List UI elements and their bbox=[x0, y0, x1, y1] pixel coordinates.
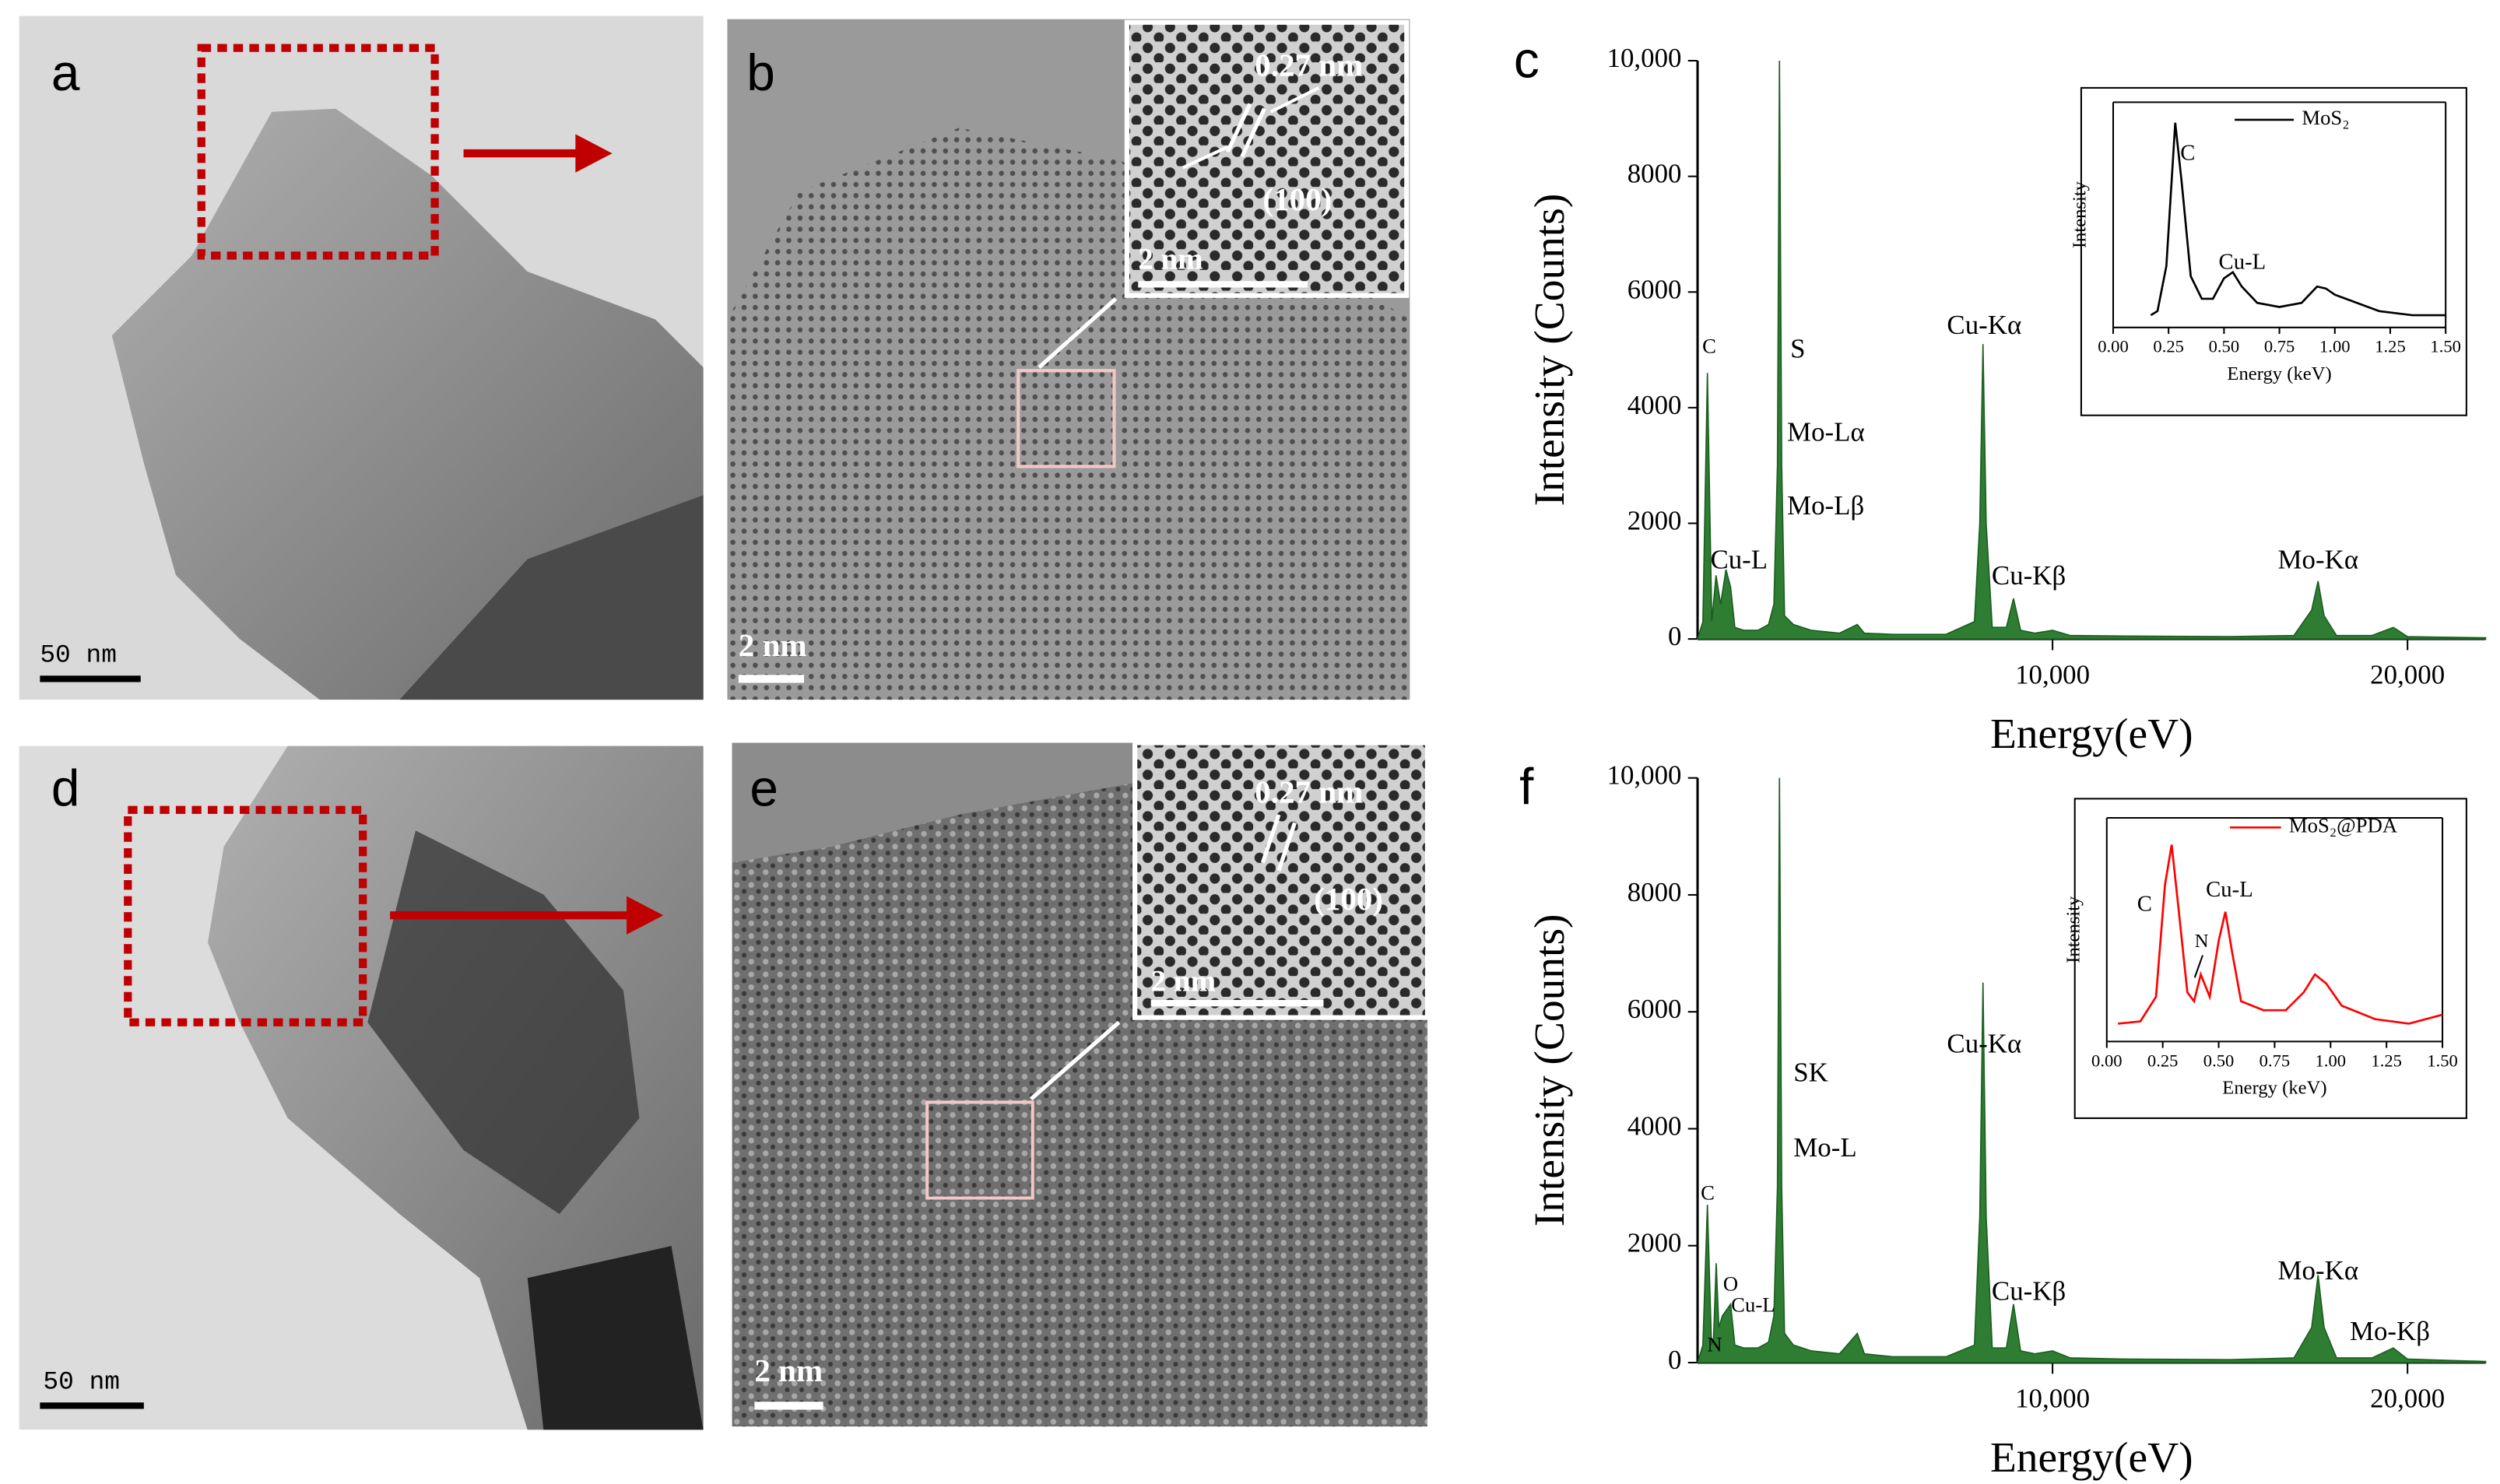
peak-label: Mo-Kα bbox=[2278, 545, 2359, 575]
peak-label: Cu-L bbox=[1731, 1293, 1775, 1316]
x-tick-label: 20,000 bbox=[2370, 1383, 2445, 1413]
y-axis-title: Intensity (Counts) bbox=[1526, 194, 1573, 507]
peak-labels: C O N Cu-L SK Mo-L Cu-Kα Cu-Kβ Mo-Kα Mo-… bbox=[1701, 877, 2430, 1356]
tem-panel-e: e 2 nm 0.27 nm (100) 2 nm bbox=[732, 740, 1431, 1427]
panel-letter: f bbox=[1519, 758, 1534, 815]
peak-label: Mo-Kβ bbox=[2350, 1316, 2430, 1346]
lattice-spacing: 0.27 nm bbox=[1255, 47, 1363, 83]
spectrum-area bbox=[1696, 60, 2487, 640]
peak-label: C bbox=[1702, 335, 1716, 358]
x-tick-label: 1.25 bbox=[2375, 337, 2406, 356]
tem-panel-a: a 50 nm bbox=[19, 16, 704, 700]
panel-letter: a bbox=[51, 44, 80, 101]
peak-label: C bbox=[1701, 1181, 1715, 1205]
tem-panel-d: d 50 nm bbox=[19, 746, 704, 1430]
peak-label: Cu-Kβ bbox=[1992, 1276, 2066, 1307]
peak-label: Cu-Kβ bbox=[1992, 560, 2066, 591]
x-tick-label: 0.50 bbox=[2209, 337, 2240, 356]
y-tick-label: 8000 bbox=[1627, 159, 1682, 189]
lattice-plane: (100) bbox=[1314, 881, 1383, 917]
peak-label: C bbox=[2137, 892, 2152, 917]
inset-frame bbox=[2080, 86, 2467, 416]
panel-letter: c bbox=[1514, 31, 1540, 88]
annotation-arrow bbox=[2193, 955, 2203, 978]
x-tick-label: 20,000 bbox=[2370, 659, 2445, 689]
x-tick-label: 0.00 bbox=[2091, 1051, 2123, 1070]
x-tick-label: 0.50 bbox=[2203, 1051, 2235, 1070]
y-tick-label: 6000 bbox=[1627, 994, 1682, 1024]
y-tick-label: 10,000 bbox=[1607, 760, 1682, 791]
lattice-spacing: 0.27 nm bbox=[1255, 774, 1363, 810]
peak-label: O bbox=[1723, 1272, 1738, 1296]
y-axis-title: Intensity (Counts) bbox=[1526, 914, 1573, 1226]
y-tick-label: 6000 bbox=[1627, 274, 1682, 304]
inset-scale-bar-label: 2 nm bbox=[1138, 243, 1203, 276]
peak-label: SK bbox=[1793, 1058, 1828, 1088]
peak-label: C bbox=[2180, 141, 2195, 166]
spectrum-line bbox=[2150, 122, 2446, 317]
legend-label: MoS₂@PDA bbox=[2289, 813, 2398, 837]
peak-label: Cu-L bbox=[2219, 249, 2267, 274]
peak-label: Cu-L bbox=[1710, 545, 1768, 575]
tem-panel-b: b 2 nm 0.27 nm (100) 2 nm bbox=[727, 19, 1410, 700]
y-axis-title: Intensity bbox=[2063, 896, 2084, 963]
scale-bar-label: 2 nm bbox=[739, 627, 807, 663]
x-tick-label: 0.75 bbox=[2259, 1051, 2291, 1070]
inset-scale-bar-label: 2 nm bbox=[1151, 964, 1216, 998]
x-tick-label: 1.00 bbox=[2319, 337, 2351, 356]
spectrum-line bbox=[2118, 844, 2443, 1025]
x-axis-title: Energy(eV) bbox=[1990, 1433, 2193, 1481]
peak-label: N bbox=[1707, 1333, 1722, 1356]
scale-bar-label: 2 nm bbox=[754, 1352, 823, 1388]
x-tick-label: 10,000 bbox=[2015, 659, 2090, 689]
y-axis-title: Intensity bbox=[2070, 181, 2091, 248]
inset-frame bbox=[2073, 798, 2467, 1119]
y-tick-label: 10,000 bbox=[1607, 43, 1682, 73]
peak-label: S bbox=[1790, 334, 1805, 364]
y-tick-label: 0 bbox=[1668, 1345, 1681, 1375]
y-tick-label: 8000 bbox=[1627, 877, 1682, 907]
x-axis-title: Energy (keV) bbox=[2222, 1078, 2326, 1099]
scale-bar-label: 50 nm bbox=[43, 1367, 120, 1396]
y-tick-label: 2000 bbox=[1627, 1228, 1682, 1258]
x-tick-label: 1.50 bbox=[2430, 337, 2461, 356]
x-tick-label: 0.00 bbox=[2098, 337, 2129, 356]
x-axis-title: Energy(eV) bbox=[1990, 710, 2193, 757]
x-tick-label: 1.50 bbox=[2427, 1051, 2458, 1070]
panel-letter: b bbox=[746, 44, 775, 101]
x-tick-label: 10,000 bbox=[2015, 1383, 2090, 1413]
y-tick-label: 4000 bbox=[1627, 1110, 1682, 1141]
peak-label: Cu-L bbox=[2206, 877, 2253, 902]
peak-label: Mo-Kα bbox=[2278, 1255, 2359, 1286]
x-axis-title: Energy (keV) bbox=[2227, 363, 2331, 384]
scale-bar-label: 50 nm bbox=[40, 640, 117, 669]
x-tick-label: 0.25 bbox=[2153, 337, 2184, 356]
y-tick-label: 2000 bbox=[1627, 506, 1682, 536]
panel-letter: e bbox=[750, 760, 778, 817]
y-tick-label: 4000 bbox=[1627, 390, 1682, 420]
lattice-plane: (100) bbox=[1262, 181, 1332, 217]
y-tick-label: 0 bbox=[1668, 621, 1681, 651]
peak-label: Mo-L bbox=[1793, 1132, 1856, 1163]
peak-label: Cu-Kα bbox=[1947, 310, 2021, 340]
peak-label: N bbox=[2195, 931, 2209, 952]
x-tick-label: 1.25 bbox=[2371, 1051, 2402, 1070]
peak-label: Mo-Lβ bbox=[1787, 490, 1864, 521]
x-tick-label: 0.75 bbox=[2264, 337, 2295, 356]
panel-letter: d bbox=[51, 760, 80, 817]
x-tick-label: 0.25 bbox=[2147, 1051, 2179, 1070]
peak-labels: C S Mo-Lα Mo-Lβ Cu-L Cu-Kα Cu-Kβ Mo-Kα C… bbox=[1702, 141, 2358, 591]
peak-label: Cu-Kα bbox=[1947, 1029, 2021, 1059]
x-tick-label: 1.00 bbox=[2316, 1051, 2347, 1070]
spectrum-area bbox=[1696, 777, 2487, 1363]
peak-label: Mo-Lα bbox=[1787, 416, 1865, 447]
legend-label: MoS₂ bbox=[2302, 106, 2349, 129]
